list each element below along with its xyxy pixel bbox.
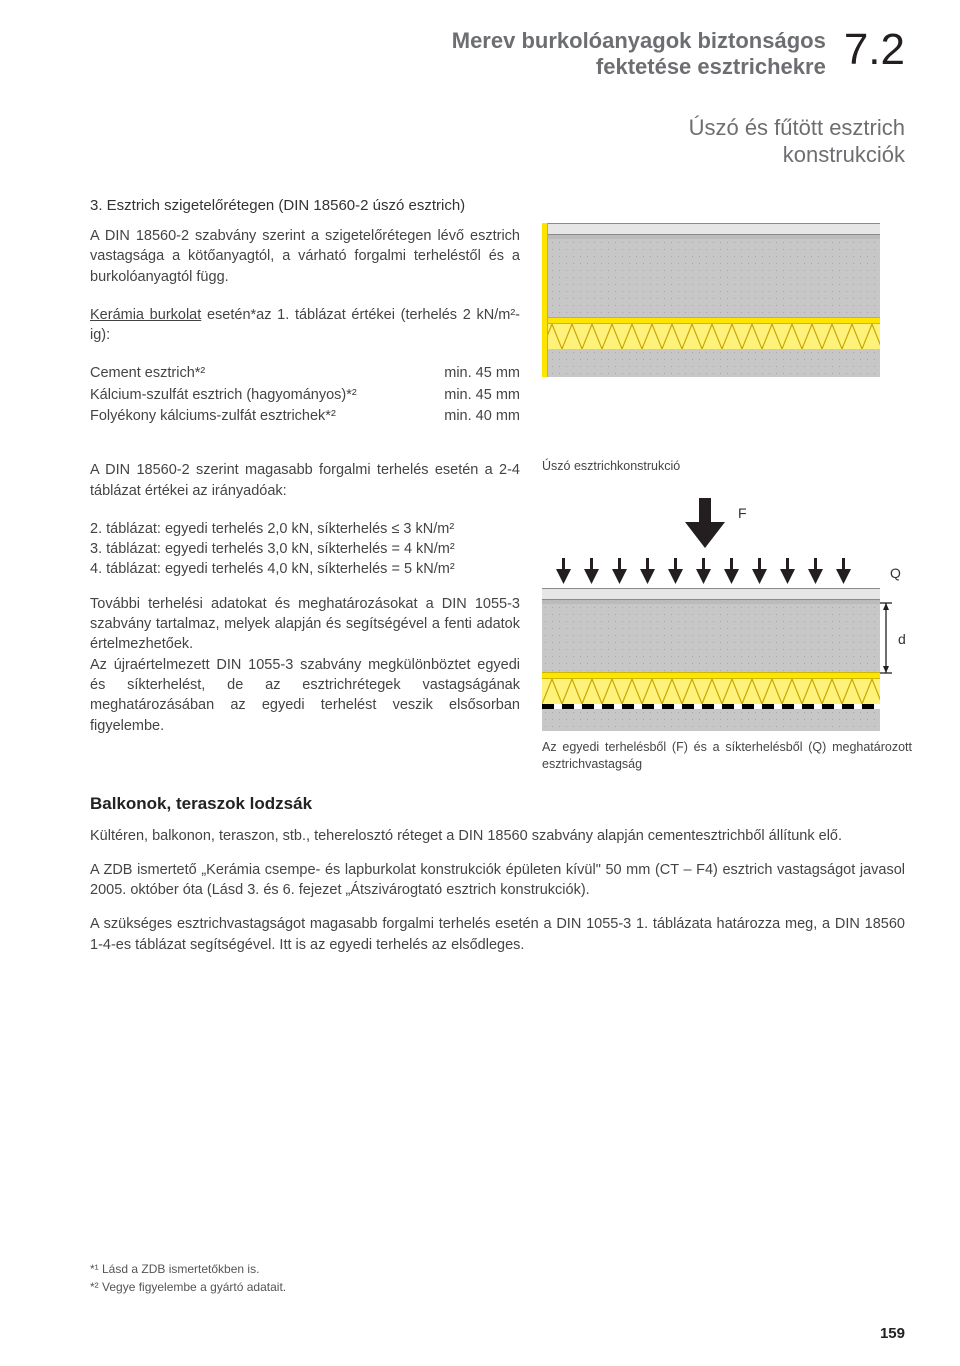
mid-left: A DIN 18560-2 szerint magasabb forgalmi … <box>90 460 520 774</box>
section-number: 7.2 <box>844 28 905 72</box>
header-title: Merev burkolóanyagok biztonságos fekteté… <box>452 28 826 80</box>
layer-base-slab <box>542 709 880 731</box>
left-column: 3. Esztrich szigetelőrétegen (DIN 18560-… <box>90 195 520 444</box>
section3-title: 3. Esztrich szigetelőrétegen (DIN 18560-… <box>90 195 520 216</box>
edge-strip <box>542 223 548 377</box>
table-row: Cement esztrich*² min. 45 mm <box>90 363 520 383</box>
row-value: min. 45 mm <box>444 363 520 383</box>
balcony-p3: A szükséges esztrichvastagságot magasabb… <box>90 914 905 955</box>
footnote-1: *¹ Lásd a ZDB ismertetőkben is. <box>90 1261 286 1278</box>
table-row: Kálcium-szulfát esztrich (hagyományos)*²… <box>90 385 520 405</box>
layer-tile <box>542 588 880 600</box>
row-value: min. 45 mm <box>444 385 520 405</box>
subheading-line1: Úszó és fűtött esztrich <box>689 115 905 140</box>
top-two-col: 3. Esztrich szigetelőrétegen (DIN 18560-… <box>90 195 905 444</box>
ceramic-intro: Kerámia burkolat esetén*az 1. táblázat é… <box>90 305 520 346</box>
diagram2-caption: Az egyedi terhelésből (F) és a síkterhel… <box>542 739 912 774</box>
header-title-line2: fektetése esztrichekre <box>596 54 826 79</box>
balcony-heading: Balkonok, teraszok lodzsák <box>90 792 905 816</box>
mid-para1: A DIN 18560-2 szerint magasabb forgalmi … <box>90 460 520 501</box>
section3-para: A DIN 18560-2 szabvány szerint a szigete… <box>90 226 520 287</box>
insulation-hatch-icon <box>542 679 880 704</box>
label-f: F <box>738 504 747 524</box>
balcony-p2: A ZDB ismertető „Kerámia csempe- és lapb… <box>90 860 905 901</box>
balcony-p1: Kültéren, balkonon, teraszon, stb., tehe… <box>90 826 905 846</box>
layer-screed <box>542 604 880 672</box>
label-d: d <box>898 630 906 650</box>
mid-right: Úszó esztrichkonstrukció F <box>542 460 912 774</box>
list-item: 3. táblázat: egyedi terhelés 3,0 kN, sík… <box>90 539 520 559</box>
row-label: Folyékony kálciums-zulfát esztrichek*² <box>90 406 336 426</box>
layer-membrane <box>542 317 880 324</box>
layer-insulation <box>542 324 880 349</box>
diagram-floating-screed <box>542 223 880 377</box>
diagram-load: F Q <box>542 498 880 731</box>
mid-list: 2. táblázat: egyedi terhelés 2,0 kN, sík… <box>90 519 520 580</box>
page-number: 159 <box>880 1323 905 1344</box>
layer-screed <box>542 239 880 317</box>
layer-insulation <box>542 679 880 704</box>
dimension-bracket-icon <box>880 602 894 674</box>
table-row: Folyékony kálciums-zulfát esztrichek*² m… <box>90 406 520 426</box>
layer-membrane <box>542 672 880 679</box>
right-column-top <box>542 195 905 444</box>
layer-tile <box>542 223 880 235</box>
list-item: 4. táblázat: egyedi terhelés 4,0 kN, sík… <box>90 559 520 579</box>
subheading-line2: konstrukciók <box>783 142 905 167</box>
ceramic-table: Cement esztrich*² min. 45 mm Kálcium-szu… <box>90 363 520 426</box>
list-item: 2. táblázat: egyedi terhelés 2,0 kN, sík… <box>90 519 520 539</box>
mid-para3: Az újraértelmezett DIN 1055-3 szabvány m… <box>90 655 520 736</box>
page-header: Merev burkolóanyagok biztonságos fekteté… <box>90 28 905 80</box>
mid-two-col: A DIN 18560-2 szerint magasabb forgalmi … <box>90 460 905 774</box>
footnote-2: *² Vegye figyelembe a gyártó adatait. <box>90 1279 286 1296</box>
force-arrows-q-icon <box>552 558 862 586</box>
insulation-hatch-icon <box>542 324 880 349</box>
ceramic-intro-underline: Kerámia burkolat <box>90 307 201 323</box>
row-value: min. 40 mm <box>444 406 520 426</box>
row-label: Cement esztrich*² <box>90 363 205 383</box>
subheading: Úszó és fűtött esztrich konstrukciók <box>90 114 905 169</box>
diagram1-caption: Úszó esztrichkonstrukció <box>542 458 912 476</box>
layer-base-slab <box>542 349 880 377</box>
label-q: Q <box>890 564 901 584</box>
force-arrow-f-icon <box>680 498 730 552</box>
row-label: Kálcium-szulfát esztrich (hagyományos)*² <box>90 385 357 405</box>
mid-para2: További terhelési adatokat és meghatároz… <box>90 594 520 655</box>
footnotes: *¹ Lásd a ZDB ismertetőkben is. *² Vegye… <box>90 1261 286 1296</box>
header-title-line1: Merev burkolóanyagok biztonságos <box>452 28 826 53</box>
